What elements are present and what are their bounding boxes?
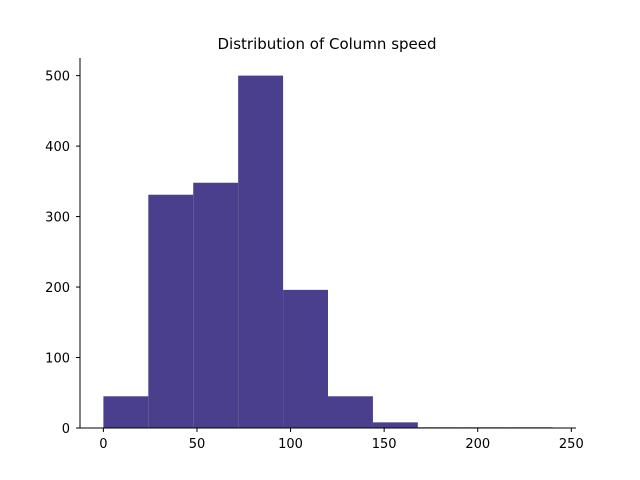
y-tick-label-3: 300 [45, 211, 70, 226]
bars-group [103, 75, 553, 428]
histogram-bar-3 [238, 75, 284, 428]
y-tick-label-0: 0 [62, 422, 70, 437]
y-ticks-group: 0 100 200 300 400 500 [45, 70, 80, 437]
chart-title: Distribution of Column speed [217, 35, 436, 53]
histogram-bar-6 [372, 422, 418, 428]
x-tick-label-3: 150 [372, 437, 397, 452]
histogram-bar-5 [328, 396, 373, 428]
histogram-bar-1 [148, 194, 194, 428]
histogram-bar-4 [283, 289, 328, 428]
x-tick-label-0: 0 [99, 437, 107, 452]
x-tick-label-2: 100 [278, 437, 303, 452]
y-tick-label-1: 100 [45, 352, 70, 367]
y-tick-label-2: 200 [45, 281, 70, 296]
x-ticks-group: 0 50 100 150 200 250 [99, 428, 584, 452]
histogram-bar-0 [103, 396, 149, 428]
x-tick-label-4: 200 [465, 437, 490, 452]
x-tick-label-1: 50 [189, 437, 206, 452]
y-tick-label-4: 400 [45, 140, 70, 155]
x-tick-label-5: 250 [559, 437, 584, 452]
histogram-bar-2 [193, 182, 239, 428]
y-tick-label-5: 500 [45, 70, 70, 85]
